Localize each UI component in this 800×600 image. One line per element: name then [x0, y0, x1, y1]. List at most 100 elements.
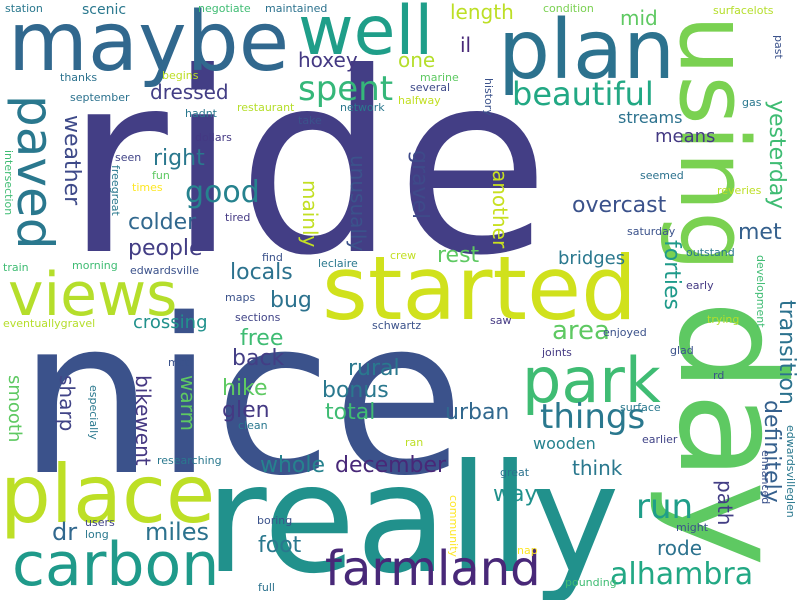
word-take: take: [298, 114, 322, 127]
word-warm: warm: [176, 375, 200, 431]
word-mainly: mainly: [298, 180, 322, 248]
word-definitely: definitely: [759, 400, 784, 503]
word-development: development: [754, 255, 767, 328]
word-full: full: [258, 581, 275, 594]
word-enhanced: enhanced: [759, 450, 772, 505]
word-glen: glen: [222, 398, 270, 423]
word-dressed: dressed: [150, 80, 229, 104]
word-station: station: [5, 2, 43, 15]
word-great: great: [500, 466, 530, 479]
word-several: several: [410, 81, 451, 94]
word-bikewent: bikewent: [131, 375, 155, 466]
word-clean: clean: [238, 419, 268, 432]
word-past: past: [772, 35, 785, 59]
word-community: community: [447, 495, 460, 558]
word-colder: colder: [128, 210, 197, 235]
word-plan: plan: [498, 3, 676, 98]
word-dollars: dollars: [195, 131, 232, 144]
word-back: back: [232, 346, 285, 371]
word-urban: urban: [445, 400, 510, 425]
word-length: length: [450, 0, 514, 24]
word-intersection: intersection: [2, 150, 15, 216]
word-might: might: [676, 521, 709, 534]
word-total: total: [325, 400, 376, 425]
word-train: train: [3, 261, 29, 274]
word-enjoyed: enjoyed: [603, 326, 647, 339]
word-yesterday: yesterday: [764, 100, 789, 210]
word-times: times: [132, 181, 163, 194]
word-eventuallygravel: eventuallygravel: [3, 317, 96, 330]
word-hadnt: hadnt: [185, 107, 217, 120]
word-foot: foot: [258, 533, 302, 558]
word-way: way: [493, 482, 538, 507]
word-long: long: [85, 528, 109, 541]
word-started: started: [322, 237, 637, 340]
word-thanks: thanks: [60, 71, 98, 84]
word-streams: streams: [618, 108, 683, 127]
word-researching: researching: [157, 454, 222, 467]
word-tired: tired: [225, 211, 251, 224]
word-locals: locals: [230, 260, 293, 285]
word-negotiate: negotiate: [198, 2, 251, 15]
word-views: views: [8, 260, 178, 330]
word-beautiful: beautiful: [512, 75, 654, 113]
word-history: history: [482, 78, 495, 116]
word-il: il: [460, 33, 472, 57]
word-farmland: farmland: [325, 541, 541, 597]
word-weather: weather: [59, 115, 84, 206]
word-crew: crew: [390, 249, 417, 262]
word-surfacelots: surfacelots: [713, 4, 774, 17]
word-morning: morning: [72, 259, 118, 272]
word-people: people: [128, 236, 203, 261]
word-nice: nice: [18, 272, 465, 523]
word-leclaire: leclaire: [318, 257, 358, 270]
word-spent: spent: [298, 69, 394, 109]
word-schwartz: schwartz: [372, 319, 422, 332]
word-sharp: sharp: [55, 375, 79, 432]
word-seen: seen: [115, 151, 142, 164]
word-september: september: [70, 91, 130, 104]
word-met: met: [738, 220, 782, 245]
word-restaurant: restaurant: [237, 101, 295, 114]
word-place: place: [0, 448, 216, 541]
word-rural: rural: [348, 356, 400, 381]
word-nap: nap: [517, 544, 538, 557]
word-edwardsville: edwardsville: [130, 264, 199, 277]
word-scenic: scenic: [82, 2, 127, 18]
word-surface: surface: [620, 401, 661, 414]
word-mid: mid: [620, 6, 658, 30]
word-rd: rd: [713, 369, 725, 382]
word-crossing: crossing: [133, 312, 208, 333]
word-unusually: unusually: [346, 155, 370, 252]
word-early: early: [686, 279, 714, 292]
word-edwardsvilleglen: edwardsvilleglen: [784, 425, 797, 518]
word-fun: fun: [152, 169, 170, 182]
word-ran: ran: [405, 436, 424, 449]
word-things: things: [540, 397, 646, 437]
word-network: network: [340, 101, 385, 114]
word-day: day: [646, 300, 800, 567]
word-december: december: [335, 453, 447, 478]
word-using: using: [658, 15, 768, 272]
word-well: well: [298, 0, 434, 71]
word-condition: condition: [543, 2, 594, 15]
word-another: another: [488, 170, 512, 249]
word-alhambra: alhambra: [610, 557, 754, 592]
word-rode: rode: [657, 536, 703, 560]
word-rest: rest: [437, 243, 480, 268]
word-maintained: maintained: [265, 2, 328, 15]
word-forties: forties: [659, 240, 684, 310]
word-overcast: overcast: [572, 193, 667, 218]
word-marine: marine: [420, 71, 459, 84]
word-paved: paved: [6, 95, 64, 250]
word-seemed: seemed: [640, 169, 684, 182]
word-pounding: pounding: [565, 576, 617, 589]
word-bug: bug: [270, 288, 312, 313]
word-wooden: wooden: [533, 434, 596, 453]
word-begins: begins: [162, 69, 199, 82]
word-halfway: halfway: [398, 94, 441, 107]
word-freegreat: freegreat: [109, 165, 122, 216]
word-find: find: [262, 251, 283, 264]
word-joints: joints: [542, 346, 572, 359]
